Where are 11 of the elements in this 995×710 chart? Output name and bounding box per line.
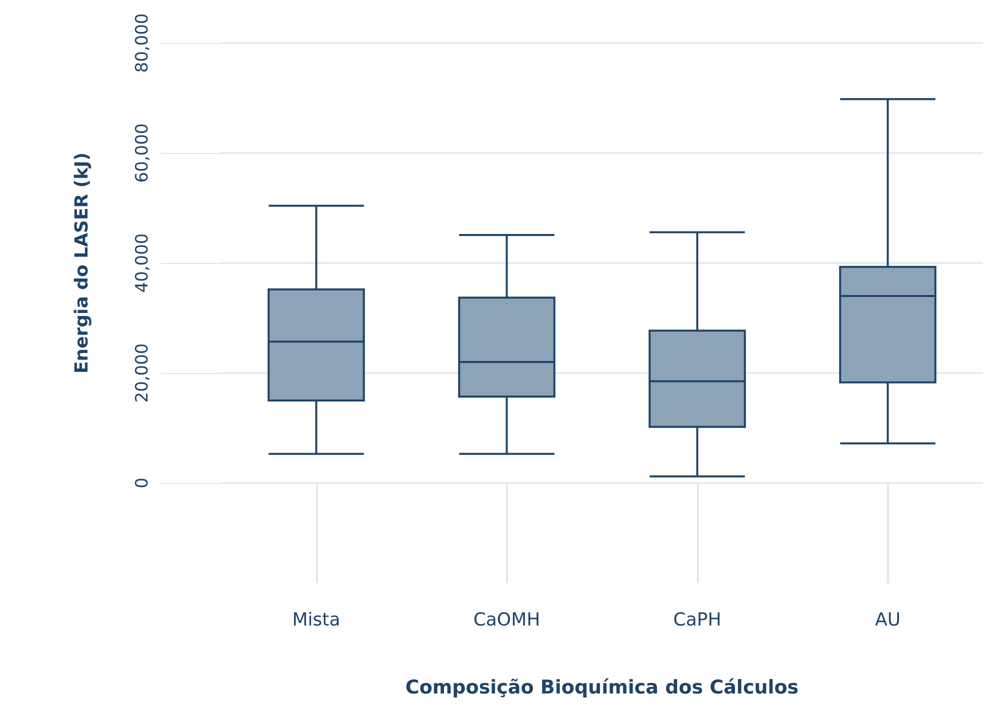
y-tick-label: 40,000 bbox=[132, 233, 152, 293]
x-tick-label: CaPH bbox=[673, 610, 722, 630]
x-tick-label: Mista bbox=[292, 610, 340, 630]
y-tick-label: 20,000 bbox=[132, 343, 152, 403]
x-tick-label: AU bbox=[875, 610, 900, 630]
y-tick-label: 60,000 bbox=[132, 123, 152, 183]
y-axis-title: Energia do LASER (kJ) bbox=[72, 152, 92, 374]
x-tick-label: CaOMH bbox=[473, 610, 540, 630]
y-tick-label: 0 bbox=[132, 478, 152, 488]
y-tick-label: 80,000 bbox=[132, 13, 152, 73]
x-axis-title: Composição Bioquímica dos Cálculos bbox=[405, 676, 799, 698]
